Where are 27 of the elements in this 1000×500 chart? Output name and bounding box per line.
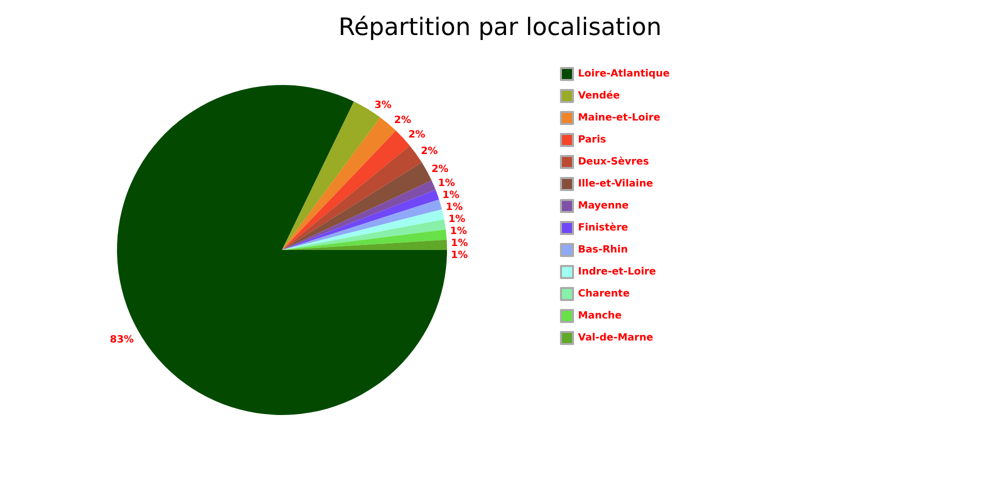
legend-label: Mayenne xyxy=(578,200,629,212)
legend-label: Ille-et-Vilaine xyxy=(578,178,654,190)
data-label: 83% xyxy=(110,334,134,346)
legend-label: Indre-et-Loire xyxy=(578,266,656,278)
legend-label: Vendée xyxy=(578,90,620,102)
legend-label: Maine-et-Loire xyxy=(578,112,660,124)
data-label: 1% xyxy=(442,190,460,202)
legend-label: Paris xyxy=(578,134,606,146)
data-label: 2% xyxy=(394,115,412,126)
legend-label: Bas-Rhin xyxy=(578,244,628,256)
legend-label: Deux-Sèvres xyxy=(578,156,650,168)
data-label: 1% xyxy=(446,202,463,214)
data-label: 2% xyxy=(420,146,438,158)
legend-label: Charente xyxy=(578,288,630,300)
data-label: 1% xyxy=(450,226,468,238)
legend-label: Finistère xyxy=(578,222,628,234)
chart-title: Répartition par localisation xyxy=(338,13,662,41)
data-label: 1% xyxy=(438,178,455,190)
data-label: 2% xyxy=(431,164,448,175)
data-label: 1% xyxy=(450,250,468,262)
data-label: 3% xyxy=(374,100,392,111)
data-label: 2% xyxy=(408,130,426,141)
legend-label: Loire-Atlantique xyxy=(578,68,670,80)
legend-label: Manche xyxy=(578,310,622,322)
legend-label: Val-de-Marne xyxy=(578,332,654,344)
data-label: 1% xyxy=(448,214,466,226)
data-label: 1% xyxy=(450,238,468,250)
